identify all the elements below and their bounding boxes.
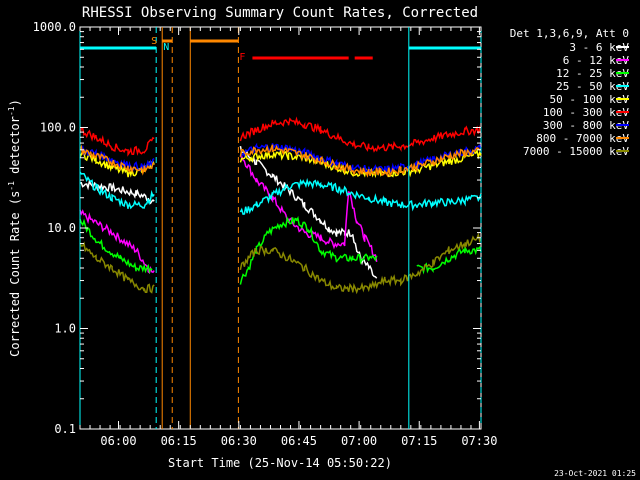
night-flag-label: N: [163, 42, 169, 53]
legend-label: 6 - 12 keV: [563, 54, 630, 67]
series-line-8: [79, 241, 155, 294]
legend-label: 25 - 50 keV: [556, 80, 629, 93]
y-axis-label-sup: -1: [7, 181, 16, 191]
y-axis-label-part: Corrected Count Rate (s: [8, 191, 22, 357]
legend-label: 100 - 300 keV: [543, 106, 629, 119]
series-line-5: [239, 116, 482, 153]
series-line-2: [79, 218, 153, 274]
y-axis-label-part: ): [8, 99, 22, 106]
legend-label: 12 - 25 keV: [556, 67, 629, 80]
x-tick-label: 07:00: [341, 434, 377, 448]
y-tick-label: 1000.0: [33, 20, 76, 34]
x-axis-ticks: 06:00 06:15 06:30 06:45 07:00 07:15 07:30: [79, 27, 497, 448]
series-line-8: [239, 232, 482, 295]
y-tick-label: 1.0: [54, 322, 76, 336]
x-tick-label: 06:30: [221, 434, 257, 448]
series-line-3: [239, 177, 482, 216]
x-tick-label: 06:00: [100, 434, 136, 448]
series-line-2: [239, 215, 378, 285]
series-line-2: [416, 245, 482, 275]
legend-title: Det 1,3,6,9, Att 0: [510, 27, 629, 40]
footer-date: 23-Oct-2021 01:25: [554, 469, 636, 478]
y-tick-label: 100.0: [40, 121, 76, 135]
series-line-1: [240, 155, 378, 262]
saa-flag-label: S: [151, 36, 157, 47]
series-line-3: [79, 171, 155, 210]
x-tick-label: 07:15: [401, 434, 437, 448]
flare-flag-label: F: [239, 52, 245, 63]
series-line-7: [79, 144, 155, 176]
x-tick-label: 07:30: [461, 434, 497, 448]
series-line-5: [79, 127, 155, 157]
series-line-7: [239, 144, 482, 178]
y-axis-label-part: detector: [8, 116, 22, 181]
y-tick-label: 10.0: [47, 221, 76, 235]
y-tick-label: 0.1: [54, 422, 76, 436]
y-axis-ticks: 0.1 1.0 10.0 100.0 1000.0: [33, 20, 481, 436]
x-tick-label: 06:15: [161, 434, 197, 448]
chart-title: RHESSI Observing Summary Count Rates, Co…: [82, 5, 478, 21]
series-line-0: [239, 145, 378, 279]
x-tick-label: 06:45: [281, 434, 317, 448]
legend-label: 800 - 7000 keV: [536, 132, 629, 145]
legend-label: 300 - 800 keV: [543, 119, 629, 132]
y-axis-label: Corrected Count Rate (s-1 detector-1): [7, 99, 22, 357]
plot-frame: [79, 26, 482, 430]
x-axis-label: Start Time (25-Nov-14 05:50:22): [168, 456, 392, 470]
series-line-1: [79, 209, 155, 274]
plot-area: SN F: [79, 26, 482, 430]
legend-label: 3 - 6 keV: [569, 41, 629, 54]
legend-label: 7000 - 15000 keV: [523, 145, 629, 158]
legend-label: 50 - 100 keV: [550, 93, 630, 106]
y-axis-label-sup: -1: [7, 106, 16, 116]
